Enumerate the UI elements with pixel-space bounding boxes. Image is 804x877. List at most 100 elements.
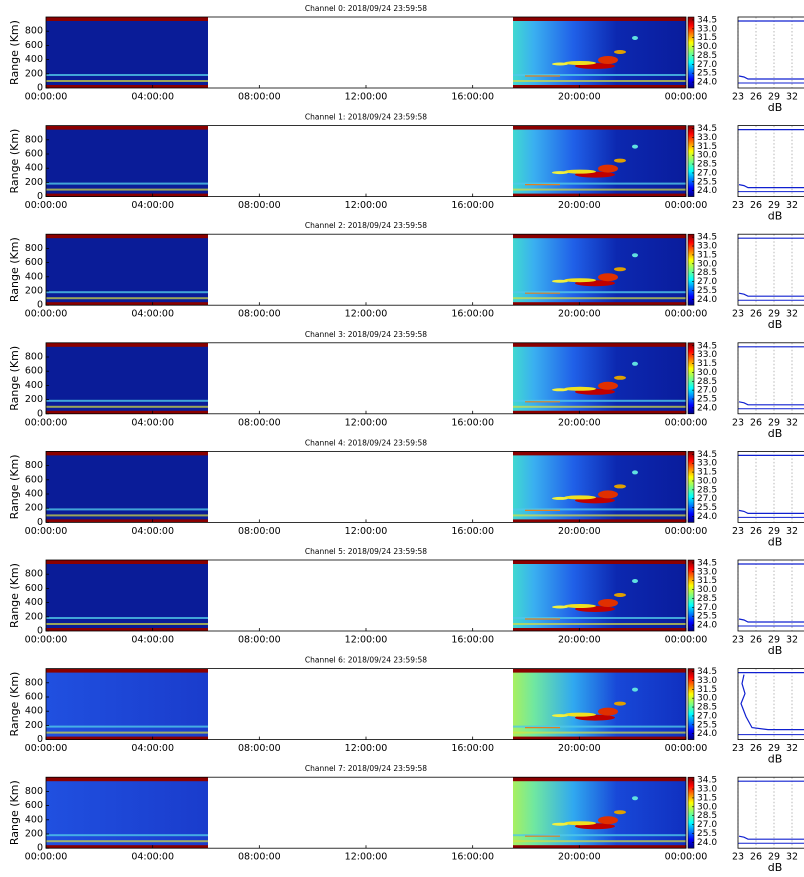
x-tick-label: 16:00:00 <box>451 92 494 103</box>
profile-x-tick-label: 29 <box>768 200 780 211</box>
echo <box>614 267 626 272</box>
profile-x-tick-label: 29 <box>768 309 780 320</box>
echo <box>552 171 568 175</box>
image-block <box>513 668 686 740</box>
colorbar-tick-label: 25.5 <box>697 177 717 187</box>
colorbar-tick-label: 31.5 <box>697 793 717 803</box>
colorbar-tick-label: 27.0 <box>697 386 717 396</box>
colorbar <box>687 776 695 849</box>
clutter-band <box>46 623 208 625</box>
colorbar-tick-label: 34.5 <box>697 450 717 460</box>
profile-frame <box>737 450 804 523</box>
clutter-band <box>46 291 208 294</box>
colorbar <box>687 16 695 89</box>
profile-x-tick-label: 23 <box>732 417 744 428</box>
colorbar-tick-label: 24.0 <box>697 186 717 196</box>
colorbar-tick-label: 34.5 <box>697 776 717 786</box>
x-tick-label: 04:00:00 <box>131 852 174 863</box>
clutter-band <box>513 182 686 185</box>
colorbar-tick-label: 28.5 <box>697 594 717 604</box>
clutter-band <box>46 834 208 837</box>
echo <box>598 164 618 173</box>
x-tick-label: 16:00:00 <box>451 309 494 320</box>
x-tick-label: 16:00:00 <box>451 200 494 211</box>
profile-line <box>738 184 804 189</box>
x-tick-label: 00:00:00 <box>665 743 708 754</box>
image-block <box>46 560 208 631</box>
panel: Channel 5: 2018/09/24 23:59:58 0 200 400 600… <box>8 547 804 657</box>
image-block <box>46 234 208 306</box>
y-tick-label: 0 <box>37 300 43 311</box>
bottom-band <box>513 628 686 631</box>
profile-x-tick-label: 26 <box>750 92 762 103</box>
y-tick-label: 600 <box>25 149 43 160</box>
bottom-band <box>513 85 686 88</box>
y-tick-label: 400 <box>25 814 43 825</box>
profile-x-tick-label: 23 <box>732 92 744 103</box>
image-block <box>513 560 686 631</box>
y-tick-label: 200 <box>25 829 43 840</box>
x-tick-label: 16:00:00 <box>451 526 494 537</box>
panel: Channel 1: 2018/09/24 23:59:58 0 200 400 600… <box>8 113 804 223</box>
x-tick-label: 04:00:00 <box>131 743 174 754</box>
clutter-band <box>46 399 208 402</box>
x-tick-label: 00:00:00 <box>665 200 708 211</box>
y-tick-label: 200 <box>25 177 43 188</box>
echo <box>632 687 638 692</box>
y-tick-label: 400 <box>25 54 43 65</box>
x-tick-label: 20:00:00 <box>558 92 601 103</box>
clutter-band <box>46 405 208 408</box>
clutter-band <box>513 297 686 300</box>
clutter-band <box>46 840 208 843</box>
profile-x-tick-label: 29 <box>768 635 780 646</box>
clutter-band <box>513 617 686 619</box>
y-tick-label: 600 <box>25 583 43 594</box>
colorbar-tick-label: 34.5 <box>697 233 717 243</box>
y-tick-label: 800 <box>25 677 43 688</box>
clutter-band <box>513 834 686 837</box>
profile-x-label: dB <box>768 861 783 874</box>
colorbar-tick-label: 25.5 <box>697 395 717 405</box>
x-tick-label: 00:00:00 <box>25 743 68 754</box>
x-tick-label: 08:00:00 <box>238 743 281 754</box>
top-band <box>46 668 208 673</box>
colorbar-tick-label: 28.5 <box>697 811 717 821</box>
colorbar <box>687 233 695 306</box>
profile-x-tick-label: 23 <box>732 200 744 211</box>
x-tick-label: 20:00:00 <box>558 743 601 754</box>
x-tick-label: 20:00:00 <box>558 635 601 646</box>
clutter-band <box>513 291 686 294</box>
top-band <box>513 125 686 130</box>
bottom-band <box>513 302 686 306</box>
x-tick-label: 20:00:00 <box>558 200 601 211</box>
profile-x-tick-label: 23 <box>732 526 744 537</box>
echo <box>632 253 638 258</box>
colorbar-tick-label: 25.5 <box>697 720 717 730</box>
bottom-band <box>46 519 208 523</box>
colorbar-tick-label: 24.0 <box>697 621 717 631</box>
panel-title: Channel 7: 2018/09/24 23:59:58 <box>305 764 427 773</box>
y-tick-label: 600 <box>25 692 43 703</box>
y-tick-label: 800 <box>25 460 43 471</box>
x-tick-label: 00:00:00 <box>25 635 68 646</box>
top-band <box>46 777 208 782</box>
colorbar-tick-label: 24.0 <box>697 78 717 88</box>
top-band <box>513 777 686 782</box>
colorbar-tick-label: 33.0 <box>697 133 717 143</box>
echo <box>598 381 618 390</box>
clutter-band <box>46 74 208 76</box>
x-tick-label: 08:00:00 <box>238 417 281 428</box>
x-tick-label: 00:00:00 <box>25 200 68 211</box>
clutter-band <box>46 188 208 191</box>
profile-frame <box>737 16 804 89</box>
colorbar-tick-label: 30.0 <box>697 802 717 812</box>
panel-title: Channel 1: 2018/09/24 23:59:58 <box>305 113 427 122</box>
panel-title: Channel 5: 2018/09/24 23:59:58 <box>305 547 427 556</box>
clutter-band <box>513 623 686 625</box>
y-tick-label: 0 <box>37 626 43 637</box>
profile-x-tick-label: 29 <box>768 743 780 754</box>
panel: Channel 3: 2018/09/24 23:59:58 0 200 400 600… <box>8 330 804 440</box>
y-tick-label: 800 <box>25 786 43 797</box>
x-tick-label: 00:00:00 <box>665 852 708 863</box>
